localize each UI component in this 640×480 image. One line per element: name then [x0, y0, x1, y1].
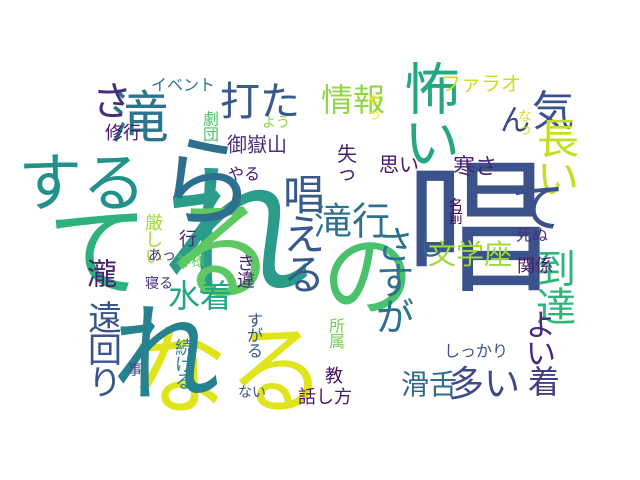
word-27: 滑舌 — [401, 368, 457, 401]
word-22: し — [417, 229, 445, 262]
word-23: さすが — [376, 223, 414, 339]
word-7: ら — [156, 124, 256, 241]
word-4: なる — [130, 315, 326, 429]
word-43: き違 — [237, 253, 255, 291]
word-18: ん — [500, 104, 530, 139]
word-28: 多い — [448, 364, 520, 405]
word-13: て — [511, 177, 565, 240]
word-47: しっかり — [444, 342, 508, 361]
word-17: ファラオ — [441, 72, 521, 96]
word-25: よい — [526, 309, 556, 373]
word-26: 着 — [528, 363, 560, 401]
word-59: 話し方 — [298, 387, 352, 408]
word-16: 情報 — [321, 81, 385, 119]
word-19: 唱える — [283, 171, 325, 300]
word-35: 失っ — [337, 142, 357, 185]
word-10: 怖い — [404, 59, 460, 177]
word-3: の — [322, 223, 414, 330]
word-48: 厳しい — [145, 213, 163, 268]
word-40: やっ — [367, 94, 381, 123]
word-29: 水着 — [168, 277, 232, 315]
word-54: 続ける — [175, 338, 193, 393]
word-55: すがる — [247, 311, 263, 360]
word-57: ない — [238, 385, 266, 401]
word-37: 劇団 — [203, 110, 219, 144]
word-6: て — [47, 194, 149, 313]
word-38: イベント — [151, 76, 215, 95]
word-36: 修行 — [105, 123, 141, 144]
word-49: あっ — [148, 248, 176, 264]
word-20: 滝行 — [314, 200, 390, 244]
word-8: する — [18, 148, 146, 222]
word-56: 所属 — [329, 317, 345, 351]
word-5: れ — [112, 293, 220, 418]
word-24: 到達 — [536, 247, 576, 331]
word-33: 思い — [379, 153, 419, 177]
word-53: 事 — [128, 363, 142, 379]
word-11: 気 — [532, 87, 574, 136]
word-31: 遠回り — [88, 299, 122, 404]
word-44: 名前 — [449, 198, 463, 227]
word-52: 神様 — [177, 254, 205, 270]
word-45: 死ぬ — [516, 226, 548, 245]
word-42: やる — [228, 165, 260, 184]
word-1: れ — [161, 149, 311, 323]
word-21: 文学座 — [428, 238, 512, 271]
word-41: なっ — [518, 109, 532, 138]
word-30: 瀧 — [87, 258, 117, 293]
word-14: さ — [92, 79, 132, 125]
word-0: 唱 — [405, 144, 551, 314]
word-46: 関係 — [517, 256, 553, 277]
word-15: 打た — [220, 79, 300, 125]
word-34: 寒さ — [453, 155, 497, 180]
word-9: 滝 — [111, 84, 169, 152]
word-50: 寝る — [145, 275, 173, 292]
word-51: 行 — [179, 229, 197, 250]
word-32: 御嶽山 — [227, 133, 287, 157]
word-2: る — [164, 188, 276, 318]
word-39: よう — [262, 115, 290, 131]
word-12: 長い — [537, 115, 579, 204]
word-58: 教 — [325, 366, 343, 387]
